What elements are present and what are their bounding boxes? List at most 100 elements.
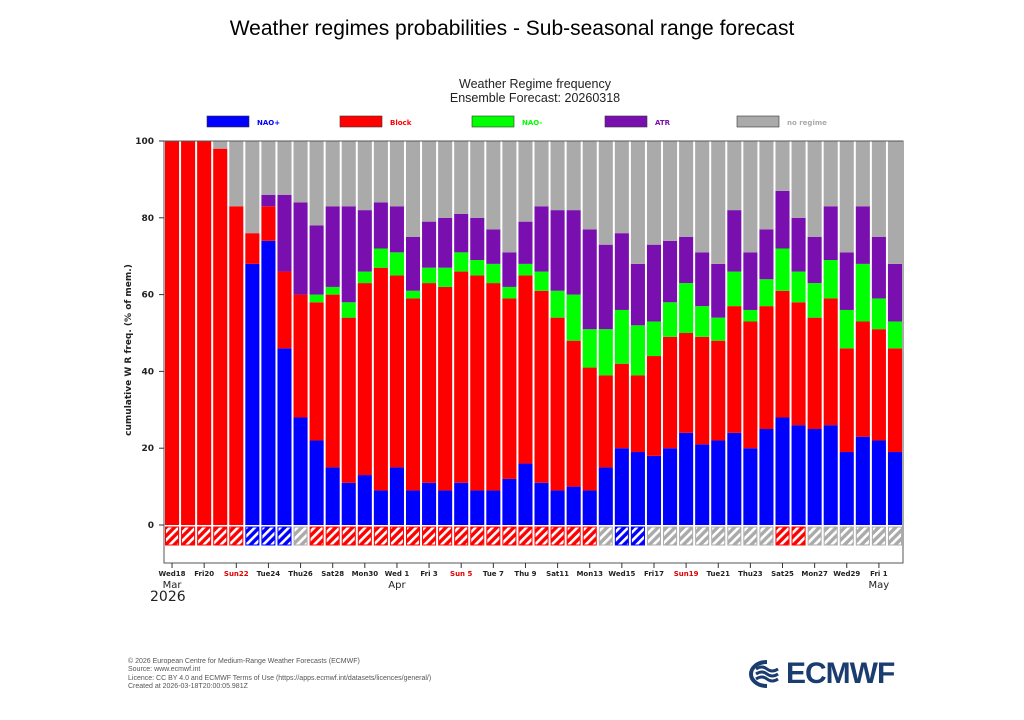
bar-stack [871, 141, 886, 546]
bar-block [213, 148, 228, 525]
bar-no-regime [293, 141, 308, 203]
legend-item: ATR [604, 115, 671, 128]
x-tick-label: Fri17 [644, 570, 664, 578]
dominant-regime-marker [277, 526, 292, 546]
dominant-regime-marker [663, 526, 678, 546]
dominant-regime-marker [405, 526, 421, 546]
bar-stack [213, 141, 228, 546]
ecmwf-logo-text: ECMWF [786, 657, 895, 690]
bar-block [663, 336, 678, 449]
dominant-regime-marker [646, 526, 662, 546]
bar-stack [197, 141, 212, 546]
bar-nao- [791, 271, 806, 303]
bar-stack [855, 141, 870, 546]
bar-nao- [855, 436, 870, 525]
bar-stack [823, 141, 838, 546]
month-label: Apr [388, 580, 406, 591]
legend-label: no regime [787, 119, 827, 127]
bar-block [309, 302, 324, 441]
bar-atr [871, 237, 886, 299]
bar-nao- [695, 444, 710, 525]
bar-stack [405, 141, 421, 546]
dominant-regime-marker [550, 526, 565, 546]
bar-no-regime [486, 141, 501, 230]
bar-nao- [759, 429, 774, 525]
dominant-regime-marker [534, 526, 549, 546]
dominant-regime-marker [518, 526, 533, 546]
dominant-regime-marker [598, 526, 613, 546]
bar-stack [454, 141, 469, 546]
bar-no-regime [229, 141, 244, 207]
bar-atr [614, 233, 629, 310]
bar-nao- [695, 306, 710, 337]
bar-stack [518, 141, 533, 546]
bar-no-regime [630, 141, 645, 264]
bar-nao- [775, 248, 790, 291]
legend-swatch [206, 115, 250, 128]
bar-no-regime [663, 141, 678, 241]
bar-block [325, 294, 340, 468]
x-tick-label: Fri 1 [870, 570, 888, 578]
bar-atr [325, 206, 340, 287]
dominant-regime-marker [438, 526, 453, 546]
bar-atr [823, 206, 838, 261]
bar-no-regime [357, 141, 372, 211]
bar-nao- [373, 248, 388, 268]
bar-nao- [646, 321, 662, 357]
y-tick-label: 20 [141, 444, 154, 454]
bar-nao- [502, 286, 517, 299]
dominant-regime-marker [743, 526, 758, 546]
bar-nao- [357, 475, 372, 525]
bar-nao- [855, 263, 870, 322]
bar-atr [357, 210, 372, 272]
bar-nao- [438, 490, 453, 525]
month-label: May [869, 580, 890, 591]
bar-block [791, 302, 806, 426]
legend-label: NAO+ [257, 119, 280, 127]
bar-no-regime [759, 141, 774, 230]
bar-block [823, 298, 838, 426]
bar-block [775, 290, 790, 418]
bar-nao- [261, 240, 276, 525]
bar-nao- [566, 294, 581, 341]
month-label: Mar [163, 580, 183, 591]
bar-atr [534, 206, 549, 272]
bar-nao- [743, 309, 758, 322]
bar-atr [293, 202, 308, 295]
bar-atr [839, 252, 854, 310]
bar-atr [550, 210, 565, 291]
bar-stack [727, 141, 742, 546]
bar-block [630, 375, 645, 453]
x-tick-label: Wed18 [159, 570, 186, 578]
bar-nao- [341, 482, 356, 525]
dominant-regime-marker [791, 526, 806, 546]
bar-nao- [871, 440, 886, 525]
bar-block [165, 141, 180, 525]
bar-atr [775, 190, 790, 249]
dominant-regime-marker [502, 526, 517, 546]
bar-stack [486, 141, 501, 546]
bar-no-regime [743, 141, 758, 253]
bar-nao- [887, 452, 902, 525]
bar-atr [502, 252, 517, 287]
bar-no-regime [614, 141, 629, 234]
bar-nao- [839, 452, 854, 525]
legend-swatch [604, 115, 648, 128]
bar-block [181, 141, 196, 525]
footer-licence: Licence: CC BY 4.0 and ECMWF Terms of Us… [128, 674, 432, 682]
y-axis-label: cumulative W R freq. (% of mem.) [124, 264, 134, 436]
bar-nao- [325, 286, 340, 295]
bar-nao- [277, 348, 292, 525]
bar-stack [887, 141, 902, 546]
bar-block [245, 233, 260, 264]
y-tick-label: 80 [141, 214, 154, 224]
bar-nao- [422, 267, 437, 284]
bar-block [646, 356, 662, 456]
x-tick-label: Tue24 [257, 570, 281, 578]
dominant-regime-marker [679, 526, 694, 546]
bar-no-regime [775, 141, 790, 191]
bar-stack [293, 141, 308, 546]
footer-copyright: © 2026 European Centre for Medium-Range … [128, 658, 360, 665]
dominant-regime-marker [823, 526, 838, 546]
bar-stack [646, 141, 662, 546]
